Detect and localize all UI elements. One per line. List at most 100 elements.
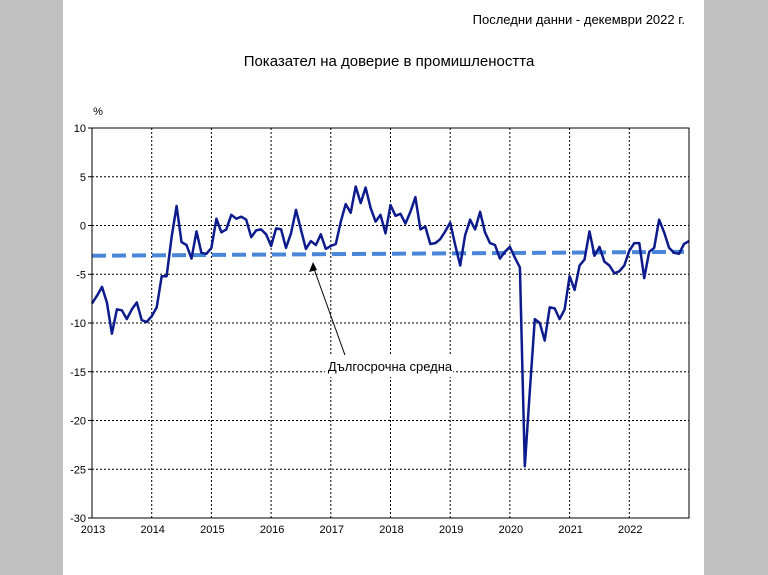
y-tick-label: -15 — [70, 367, 86, 379]
data-point — [454, 244, 456, 246]
data-point — [250, 236, 252, 238]
data-point — [335, 243, 337, 245]
data-point — [414, 196, 416, 198]
data-point — [449, 222, 451, 224]
annotation-arrow-head — [309, 262, 317, 272]
data-point — [240, 216, 242, 218]
data-point — [315, 244, 317, 246]
x-tick-label: 2021 — [558, 524, 582, 536]
data-point — [529, 390, 531, 392]
data-point — [618, 270, 620, 272]
data-point — [544, 340, 546, 342]
annotation-arrow — [312, 265, 347, 359]
data-point — [215, 218, 217, 220]
chart-panel: 10 5 0 -5 -10 -15 -20 -25 -30 2013 2014 2015 2016 201… — [63, 0, 704, 575]
y-tick-label: -20 — [70, 416, 86, 428]
data-point — [96, 295, 98, 297]
data-point — [305, 248, 307, 250]
data-point — [564, 308, 566, 310]
data-point — [519, 266, 521, 268]
data-point — [325, 248, 327, 250]
x-tick-label: 2015 — [200, 524, 224, 536]
annotation-box — [325, 355, 453, 377]
data-point — [389, 204, 392, 206]
data-point — [260, 228, 262, 230]
annotation-label: Дългосрочна средна — [328, 359, 453, 374]
data-point — [300, 228, 302, 230]
data-point — [210, 247, 212, 249]
data-point — [171, 236, 173, 238]
series-layer — [90, 185, 690, 468]
x-tick-label: 2013 — [81, 524, 105, 536]
data-point — [603, 261, 606, 263]
data-point — [394, 215, 397, 217]
data-point — [598, 246, 601, 248]
data-point — [131, 308, 133, 310]
data-point — [136, 301, 138, 304]
x-tick-label: 2018 — [379, 524, 403, 536]
data-point — [111, 333, 113, 335]
data-point — [370, 207, 372, 209]
plot-border — [91, 127, 690, 519]
data-point — [384, 232, 387, 234]
data-point — [559, 318, 561, 320]
data-point — [404, 223, 406, 225]
y-axis-unit: % — [93, 106, 103, 118]
data-point — [146, 321, 148, 323]
data-point — [579, 264, 581, 267]
data-point — [290, 232, 292, 234]
x-tick-label: 2020 — [499, 524, 523, 536]
data-point — [245, 219, 247, 221]
data-point — [280, 228, 282, 230]
data-point — [683, 243, 685, 245]
data-point — [166, 275, 168, 277]
data-point — [151, 315, 153, 317]
data-point — [190, 258, 193, 260]
data-point — [444, 230, 446, 232]
grid — [92, 128, 689, 518]
data-point — [648, 251, 650, 253]
data-point — [499, 258, 501, 260]
data-point — [360, 202, 362, 204]
y-tick-label: -25 — [70, 464, 86, 476]
data-point — [583, 259, 586, 261]
data-point — [195, 230, 198, 232]
data-point — [399, 213, 402, 215]
data-point — [270, 245, 272, 247]
data-point — [379, 214, 382, 216]
x-tick-label: 2016 — [260, 524, 284, 536]
data-point — [424, 225, 426, 228]
data-point — [569, 275, 571, 277]
data-point — [295, 209, 297, 211]
y-tick-label: -5 — [76, 269, 86, 281]
x-tick-label: 2017 — [320, 524, 344, 536]
last-data-note: Последни данни - декември 2022 г. — [473, 12, 685, 27]
data-point — [265, 233, 267, 235]
data-point — [638, 242, 640, 244]
y-tick-label: 0 — [80, 221, 86, 233]
y-tick-label: -10 — [70, 318, 86, 330]
data-point — [176, 205, 178, 207]
y-tick-label: -30 — [70, 513, 86, 525]
data-point — [205, 253, 207, 255]
data-point — [469, 219, 471, 221]
data-point — [375, 221, 377, 223]
data-point — [673, 252, 675, 254]
data-point — [574, 289, 576, 291]
data-point — [156, 306, 158, 308]
y-tick-label: 5 — [80, 172, 86, 184]
data-point — [285, 247, 287, 249]
data-point — [255, 229, 257, 231]
data-point — [126, 318, 128, 320]
data-point — [345, 203, 347, 205]
data-point — [121, 309, 123, 311]
chart-title: Показател на доверие в промишлеността — [244, 53, 535, 70]
data-point — [439, 238, 441, 240]
data-point — [409, 211, 411, 213]
data-point — [161, 275, 163, 277]
data-point — [608, 264, 611, 267]
data-point — [235, 218, 237, 220]
data-point — [419, 228, 421, 230]
data-point — [658, 219, 660, 221]
